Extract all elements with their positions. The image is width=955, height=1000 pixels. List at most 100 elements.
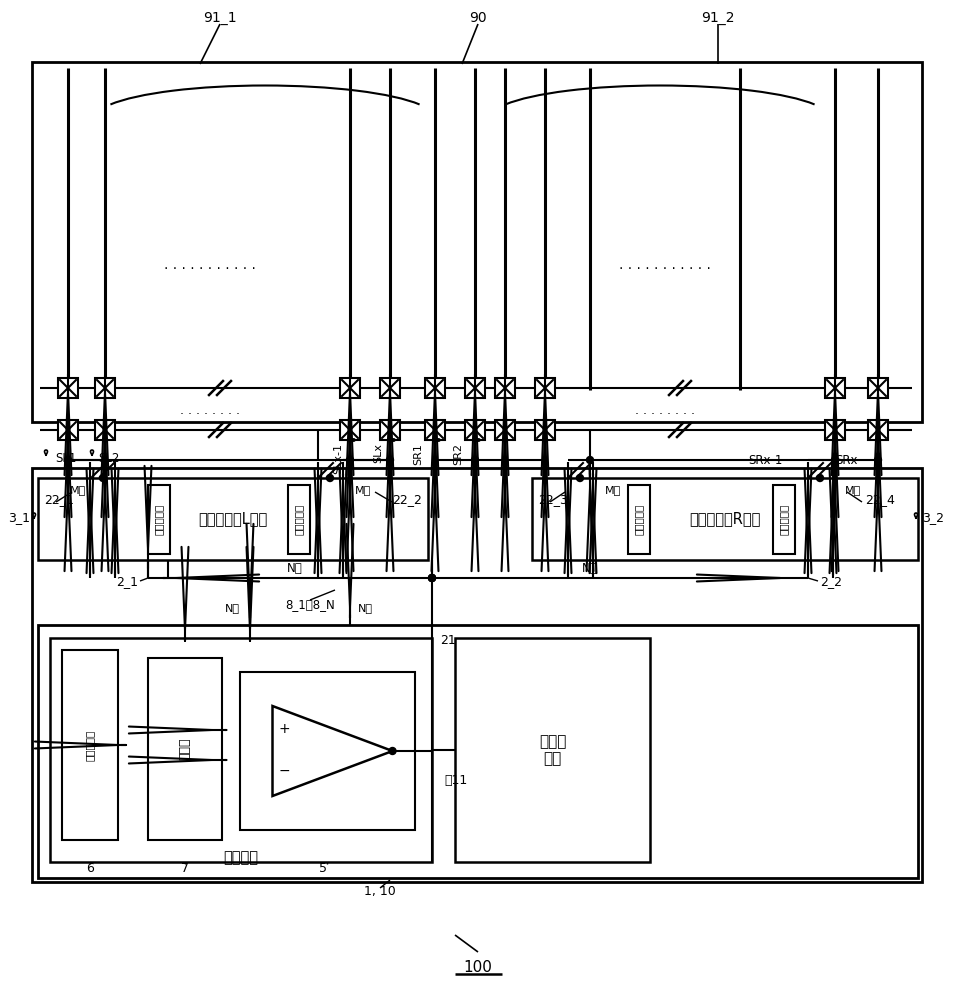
Circle shape	[429, 574, 435, 582]
Text: 二次电阻列: 二次电阻列	[634, 504, 644, 535]
Text: SL2: SL2	[98, 452, 119, 464]
Bar	[825, 378, 845, 398]
Bar	[773, 485, 795, 554]
Bar	[465, 420, 485, 440]
Circle shape	[817, 475, 823, 482]
Bar	[868, 378, 888, 398]
Bar	[825, 420, 845, 440]
Text: 100: 100	[463, 960, 493, 976]
Bar	[58, 378, 78, 398]
Bar	[50, 638, 432, 862]
Bar	[240, 672, 415, 830]
Text: SL1: SL1	[55, 452, 76, 464]
Circle shape	[65, 456, 72, 464]
Circle shape	[327, 475, 333, 482]
Bar	[380, 378, 400, 398]
Text: 灰度电路: 灰度电路	[223, 850, 259, 865]
Circle shape	[347, 456, 353, 464]
Text: SLx: SLx	[373, 443, 383, 463]
Text: SR2: SR2	[453, 443, 463, 465]
Bar	[38, 625, 918, 878]
Text: 91_2: 91_2	[701, 11, 734, 25]
Circle shape	[832, 456, 838, 464]
Text: 一次电阻列: 一次电阻列	[85, 729, 95, 761]
Circle shape	[387, 456, 393, 464]
Bar	[148, 658, 222, 840]
Circle shape	[875, 456, 881, 464]
Text: 3_2: 3_2	[922, 512, 944, 524]
Text: SLx-1: SLx-1	[333, 443, 343, 474]
Bar	[495, 378, 515, 398]
Bar	[425, 420, 445, 440]
Text: 解码器: 解码器	[179, 738, 192, 760]
Circle shape	[472, 456, 478, 464]
Text: 2_2: 2_2	[820, 576, 842, 588]
Text: 91_1: 91_1	[203, 11, 237, 25]
Bar	[340, 420, 360, 440]
Text: −: −	[279, 764, 290, 778]
Text: 1, 10: 1, 10	[364, 886, 396, 898]
Text: 源极电路（L侧）: 源极电路（L侧）	[199, 512, 267, 526]
Text: 21: 21	[440, 634, 456, 647]
Bar	[32, 62, 922, 422]
Text: . . . . . . . .: . . . . . . . .	[180, 403, 240, 416]
Text: 8_1～8_N: 8_1～8_N	[286, 598, 335, 611]
Bar	[95, 420, 115, 440]
Circle shape	[429, 574, 435, 582]
Text: . . . . . . . . . . .: . . . . . . . . . . .	[164, 258, 256, 272]
Text: 22_2: 22_2	[392, 493, 422, 506]
Text: 5: 5	[319, 861, 327, 874]
Text: 22_4: 22_4	[865, 493, 895, 506]
Text: . . . . . . . .: . . . . . . . .	[635, 403, 695, 416]
Text: 自动部
电路: 自动部 电路	[539, 734, 566, 766]
Bar	[425, 378, 445, 398]
Circle shape	[99, 475, 107, 482]
Text: 7: 7	[181, 861, 189, 874]
Text: 90: 90	[469, 11, 487, 25]
Bar	[340, 378, 360, 398]
Bar	[32, 468, 922, 882]
Text: N根: N根	[225, 603, 240, 613]
Bar	[532, 478, 918, 560]
Text: N根: N根	[287, 562, 303, 574]
Bar	[628, 485, 650, 554]
Bar	[455, 638, 650, 862]
Text: 6: 6	[86, 861, 94, 874]
Bar	[288, 485, 310, 554]
Text: N根: N根	[358, 603, 373, 613]
Bar	[38, 478, 428, 560]
Bar	[95, 378, 115, 398]
Circle shape	[577, 475, 584, 482]
Circle shape	[586, 456, 593, 464]
Text: 2_1: 2_1	[116, 576, 138, 588]
Bar	[495, 420, 515, 440]
Text: M根: M根	[605, 485, 622, 495]
Text: 二次电阻列: 二次电阻列	[779, 504, 789, 535]
Text: SR1: SR1	[413, 443, 423, 465]
Text: M根: M根	[70, 485, 86, 495]
Text: . . . . . . . . . . .: . . . . . . . . . . .	[619, 258, 711, 272]
Bar	[535, 420, 555, 440]
Bar	[62, 650, 118, 840]
Text: SRx-1: SRx-1	[748, 454, 782, 466]
Text: 二次电阻列: 二次电阻列	[154, 504, 164, 535]
Text: +: +	[279, 722, 290, 736]
Text: M根: M根	[845, 485, 861, 495]
Text: N根: N根	[583, 562, 598, 574]
Text: SRx: SRx	[836, 454, 858, 466]
Text: 3_1: 3_1	[8, 512, 30, 524]
Text: 二次电阻列: 二次电阻列	[294, 504, 304, 535]
Bar	[58, 420, 78, 440]
Circle shape	[429, 574, 435, 582]
Text: 源极电路（R侧）: 源极电路（R侧）	[690, 512, 761, 526]
Text: 22_3: 22_3	[538, 493, 568, 506]
Bar	[465, 378, 485, 398]
Bar	[148, 485, 170, 554]
Bar	[868, 420, 888, 440]
Text: ～11: ～11	[444, 774, 467, 786]
Text: M根: M根	[355, 485, 371, 495]
Bar	[380, 420, 400, 440]
Bar	[535, 378, 555, 398]
Text: 22_1: 22_1	[44, 493, 74, 506]
Circle shape	[389, 748, 396, 754]
